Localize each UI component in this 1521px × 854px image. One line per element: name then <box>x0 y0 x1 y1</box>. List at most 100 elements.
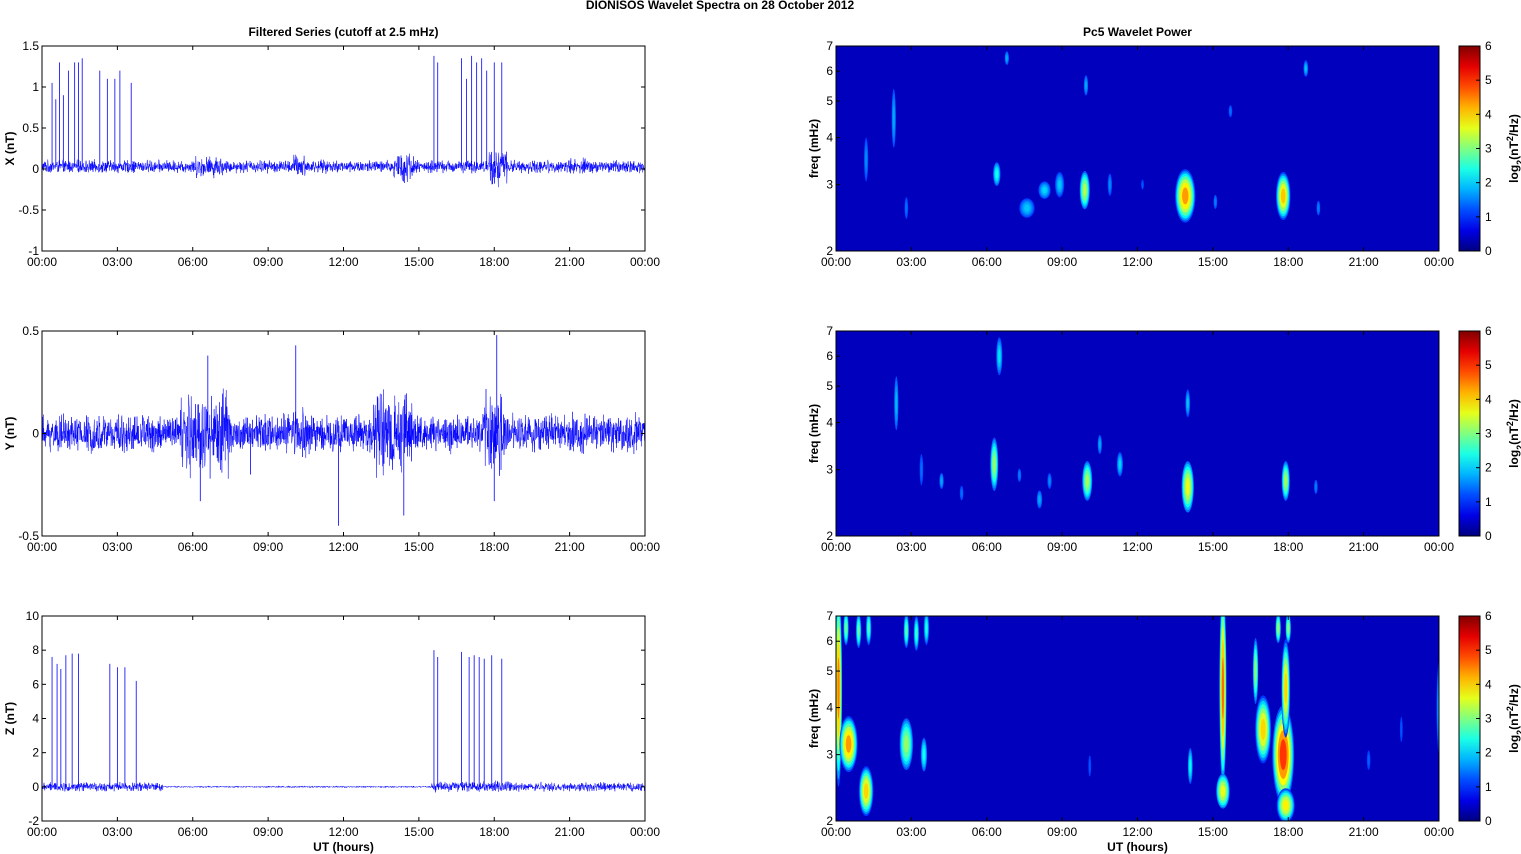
panel-title: Filtered Series (cutoff at 2.5 mHz) <box>248 25 438 39</box>
power-blob <box>1303 60 1309 77</box>
power-blob <box>1141 179 1144 190</box>
x-tick-label: 00:00 <box>27 255 57 269</box>
x-tick-label: 03:00 <box>896 255 926 269</box>
x-tick-label: 00:00 <box>821 825 851 839</box>
colorbar-tick-label: 3 <box>1485 712 1492 726</box>
power-contour <box>1304 65 1307 72</box>
x-tick-label: 12:00 <box>1122 825 1152 839</box>
power-blob <box>891 89 896 148</box>
power-blob <box>865 616 872 646</box>
x-tick-label: 06:00 <box>178 540 208 554</box>
power-contour <box>892 105 895 131</box>
x-tick-label: 15:00 <box>404 255 434 269</box>
power-blob <box>1213 194 1218 209</box>
x-tick-label: 12:00 <box>1122 255 1152 269</box>
y-tick-label: 0 <box>32 780 39 794</box>
y-tick-label: 6 <box>32 677 39 691</box>
power-contour <box>1083 183 1087 197</box>
colorbar-label: log2(nT2/Hz) <box>1505 399 1521 468</box>
x-tick-label: 15:00 <box>1198 825 1228 839</box>
power-blob <box>1185 389 1191 418</box>
x-tick-label: 15:00 <box>1198 255 1228 269</box>
power-contour <box>845 622 847 634</box>
power-blob <box>1228 105 1233 118</box>
power-contour <box>1280 188 1286 204</box>
power-contour <box>1018 471 1021 479</box>
x-tick-label: 09:00 <box>253 825 283 839</box>
heatmap-blobs <box>864 51 1321 223</box>
x-tick-label: 18:00 <box>1273 255 1303 269</box>
x-tick-label: 06:00 <box>178 255 208 269</box>
power-contour <box>1284 474 1288 488</box>
colorbar-tick-label: 5 <box>1485 358 1492 372</box>
power-blob <box>894 376 899 431</box>
y-tick-label: 0 <box>32 427 39 441</box>
power-blob <box>1088 755 1092 777</box>
y-tick-label: 4 <box>826 131 833 145</box>
power-blob <box>1216 773 1230 809</box>
power-contour <box>1229 108 1232 115</box>
power-contour <box>1282 800 1289 811</box>
power-contour <box>895 391 898 415</box>
y-tick-label: 6 <box>826 64 833 78</box>
power-contour <box>905 624 908 637</box>
y-tick-label: 2 <box>32 746 39 760</box>
heatmap-background <box>836 46 1439 251</box>
power-contour <box>1287 623 1290 634</box>
power-contour <box>995 169 999 179</box>
power-blob <box>959 485 964 501</box>
x-tick-label: 09:00 <box>253 255 283 269</box>
heatmap-background <box>836 616 1439 821</box>
y-tick-label: 0.5 <box>22 324 39 338</box>
colorbar-label: log2(nT2/Hz) <box>1505 114 1521 183</box>
x-tick-label: 12:00 <box>328 540 358 554</box>
power-blob <box>990 437 999 491</box>
heatmap-blobs <box>894 337 1318 513</box>
panel-title: Pc5 Wavelet Power <box>1083 25 1192 39</box>
power-contour <box>1005 55 1008 62</box>
power-blob <box>920 737 928 772</box>
y-tick-label: 4 <box>826 416 833 430</box>
power-blob <box>923 616 930 646</box>
power-contour <box>867 622 870 634</box>
power-contour <box>837 657 840 720</box>
y-axis-label: freq (mHz) <box>807 689 821 748</box>
power-blob <box>1281 461 1290 501</box>
power-blob <box>1116 451 1124 477</box>
y-axis-label: freq (mHz) <box>807 404 821 463</box>
heatmap-background <box>836 331 1439 536</box>
power-contour <box>857 624 860 637</box>
colorbar-tick-label: 5 <box>1485 73 1492 87</box>
power-contour <box>1057 179 1062 190</box>
power-contour <box>1189 759 1192 773</box>
power-contour <box>1400 721 1403 738</box>
power-contour <box>1220 785 1226 798</box>
colorbar-tick-label: 0 <box>1485 244 1492 258</box>
y-tick-label: 5 <box>826 94 833 108</box>
x-tick-label: 09:00 <box>1047 255 1077 269</box>
heatmap-blobs <box>836 616 1439 821</box>
plot-area <box>42 616 645 821</box>
power-blob <box>1316 200 1321 216</box>
power-contour <box>1277 623 1280 634</box>
y-axis-label: Z (nT) <box>3 702 17 735</box>
x-tick-label: 18:00 <box>479 825 509 839</box>
power-blob <box>904 197 909 219</box>
x-tick-label: 21:00 <box>1349 825 1379 839</box>
colorbar-tick-label: 3 <box>1485 427 1492 441</box>
colorbar-tick-label: 4 <box>1485 107 1492 121</box>
x-tick-label: 06:00 <box>972 825 1002 839</box>
x-tick-label: 12:00 <box>328 825 358 839</box>
x-tick-label: 00:00 <box>1424 540 1454 554</box>
x-tick-label: 03:00 <box>102 825 132 839</box>
power-contour <box>1118 459 1122 469</box>
power-contour <box>1024 204 1030 212</box>
colorbar-tick-label: 3 <box>1485 142 1492 156</box>
power-blob <box>1017 468 1022 482</box>
power-blob <box>1281 639 1291 738</box>
power-contour <box>1260 718 1266 741</box>
power-contour <box>1279 739 1287 771</box>
y-axis-label: Y (nT) <box>3 417 17 451</box>
power-contour <box>1221 657 1225 720</box>
